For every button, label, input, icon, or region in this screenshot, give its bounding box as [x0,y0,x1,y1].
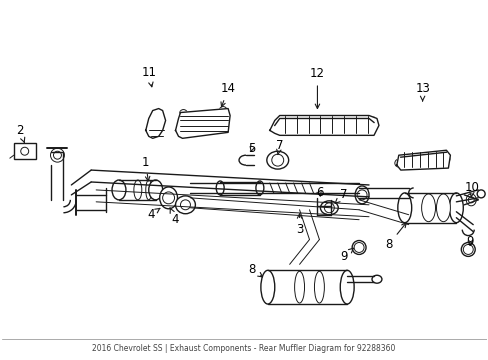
Ellipse shape [460,243,474,256]
Ellipse shape [394,159,402,167]
Circle shape [163,192,174,204]
Circle shape [353,243,364,252]
Circle shape [180,200,190,210]
Ellipse shape [351,240,366,255]
Text: 2: 2 [16,124,25,143]
Ellipse shape [476,190,484,198]
Text: 6: 6 [315,186,323,199]
Ellipse shape [134,180,142,200]
Polygon shape [175,109,230,138]
Ellipse shape [397,193,411,223]
Ellipse shape [50,148,64,162]
Ellipse shape [448,193,462,223]
Polygon shape [396,150,449,170]
Ellipse shape [354,186,368,204]
Bar [14,143,36,159]
Ellipse shape [273,122,281,130]
Circle shape [324,203,334,213]
Ellipse shape [442,154,449,162]
Text: 7: 7 [334,188,347,203]
Text: 7: 7 [275,139,283,155]
Text: 10: 10 [464,181,479,197]
Text: 4: 4 [147,208,160,221]
Text: 8: 8 [248,263,262,277]
Ellipse shape [255,181,264,195]
Ellipse shape [145,180,151,200]
Ellipse shape [367,117,375,125]
Circle shape [20,147,29,155]
Ellipse shape [371,275,381,283]
Ellipse shape [314,271,324,303]
Text: 9: 9 [466,235,473,248]
Ellipse shape [340,270,353,304]
Circle shape [271,154,283,166]
Text: 13: 13 [414,82,429,101]
Ellipse shape [320,201,338,215]
Ellipse shape [160,187,177,209]
Text: 9: 9 [340,248,352,263]
Text: 1: 1 [142,156,149,181]
Circle shape [179,109,187,117]
Text: 12: 12 [309,67,324,108]
Ellipse shape [421,194,435,222]
Ellipse shape [266,151,288,169]
Polygon shape [145,109,165,138]
Text: 5: 5 [248,142,255,155]
Text: 3: 3 [295,214,303,236]
Text: 2016 Chevrolet SS | Exhaust Components - Rear Muffler Diagram for 92288360: 2016 Chevrolet SS | Exhaust Components -… [92,344,395,353]
Ellipse shape [148,180,163,200]
Ellipse shape [260,270,274,304]
Ellipse shape [436,194,449,222]
Circle shape [462,244,472,255]
Polygon shape [269,116,378,135]
Circle shape [356,190,366,200]
Text: 11: 11 [141,66,156,87]
Ellipse shape [175,196,195,214]
Circle shape [53,151,61,159]
Text: 4: 4 [170,208,179,226]
Ellipse shape [294,271,304,303]
Ellipse shape [112,180,126,200]
Circle shape [468,197,473,203]
Circle shape [219,107,226,114]
Text: 14: 14 [220,82,235,107]
Ellipse shape [216,181,224,195]
Text: 8: 8 [385,223,406,251]
